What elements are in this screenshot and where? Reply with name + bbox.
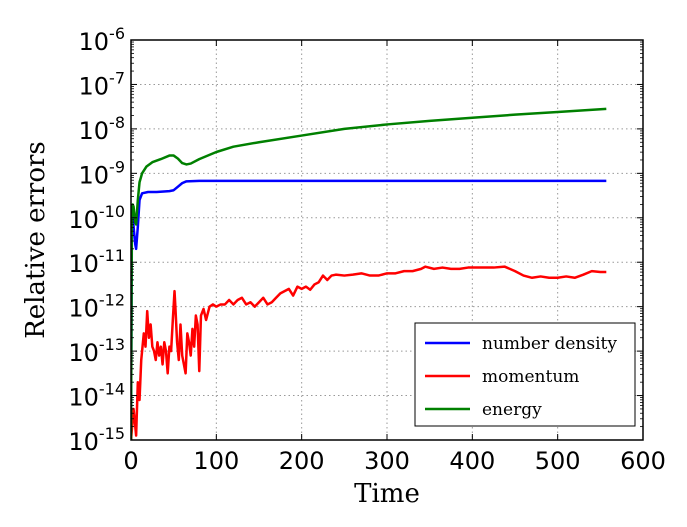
y-tick-label: 10-7 <box>79 68 126 100</box>
series-lines <box>131 107 607 440</box>
x-tick-label: 0 <box>123 447 138 475</box>
x-tick-label: 400 <box>449 447 495 475</box>
y-tick-label: 10-8 <box>79 113 126 145</box>
legend-label-number-density: number density <box>482 334 617 354</box>
y-tick-label: 10-6 <box>79 24 126 56</box>
y-axis-title: Relative errors <box>21 141 51 339</box>
x-tick-label: 500 <box>535 447 581 475</box>
x-tick-label: 600 <box>620 447 666 475</box>
y-tick-label: 10-9 <box>79 157 126 189</box>
series-line-energy <box>131 107 607 440</box>
y-axis-ticks: 10-6 10-7 10-8 10-9 10-10 10-11 10-12 10-13 10-1… <box>68 24 643 456</box>
x-tick-label: 300 <box>364 447 410 475</box>
x-axis-ticks: 0 100 200 300 400 500 600 <box>123 40 666 475</box>
y-tick-label: 10-14 <box>68 380 125 412</box>
y-tick-label: 10-10 <box>68 202 125 234</box>
x-tick-label: 100 <box>193 447 239 475</box>
legend-label-energy: energy <box>482 400 542 420</box>
x-tick-label: 200 <box>279 447 325 475</box>
y-tick-label: 10-15 <box>68 424 125 456</box>
legend-label-momentum: momentum <box>482 367 579 387</box>
x-axis-title: Time <box>354 479 420 509</box>
y-tick-label: 10-11 <box>68 246 125 278</box>
legend: number density momentum energy <box>414 322 636 427</box>
y-tick-label: 10-12 <box>68 291 125 323</box>
series-line-momentum <box>131 265 607 440</box>
series-line-number-density <box>131 179 607 440</box>
y-tick-label: 10-13 <box>68 335 125 367</box>
